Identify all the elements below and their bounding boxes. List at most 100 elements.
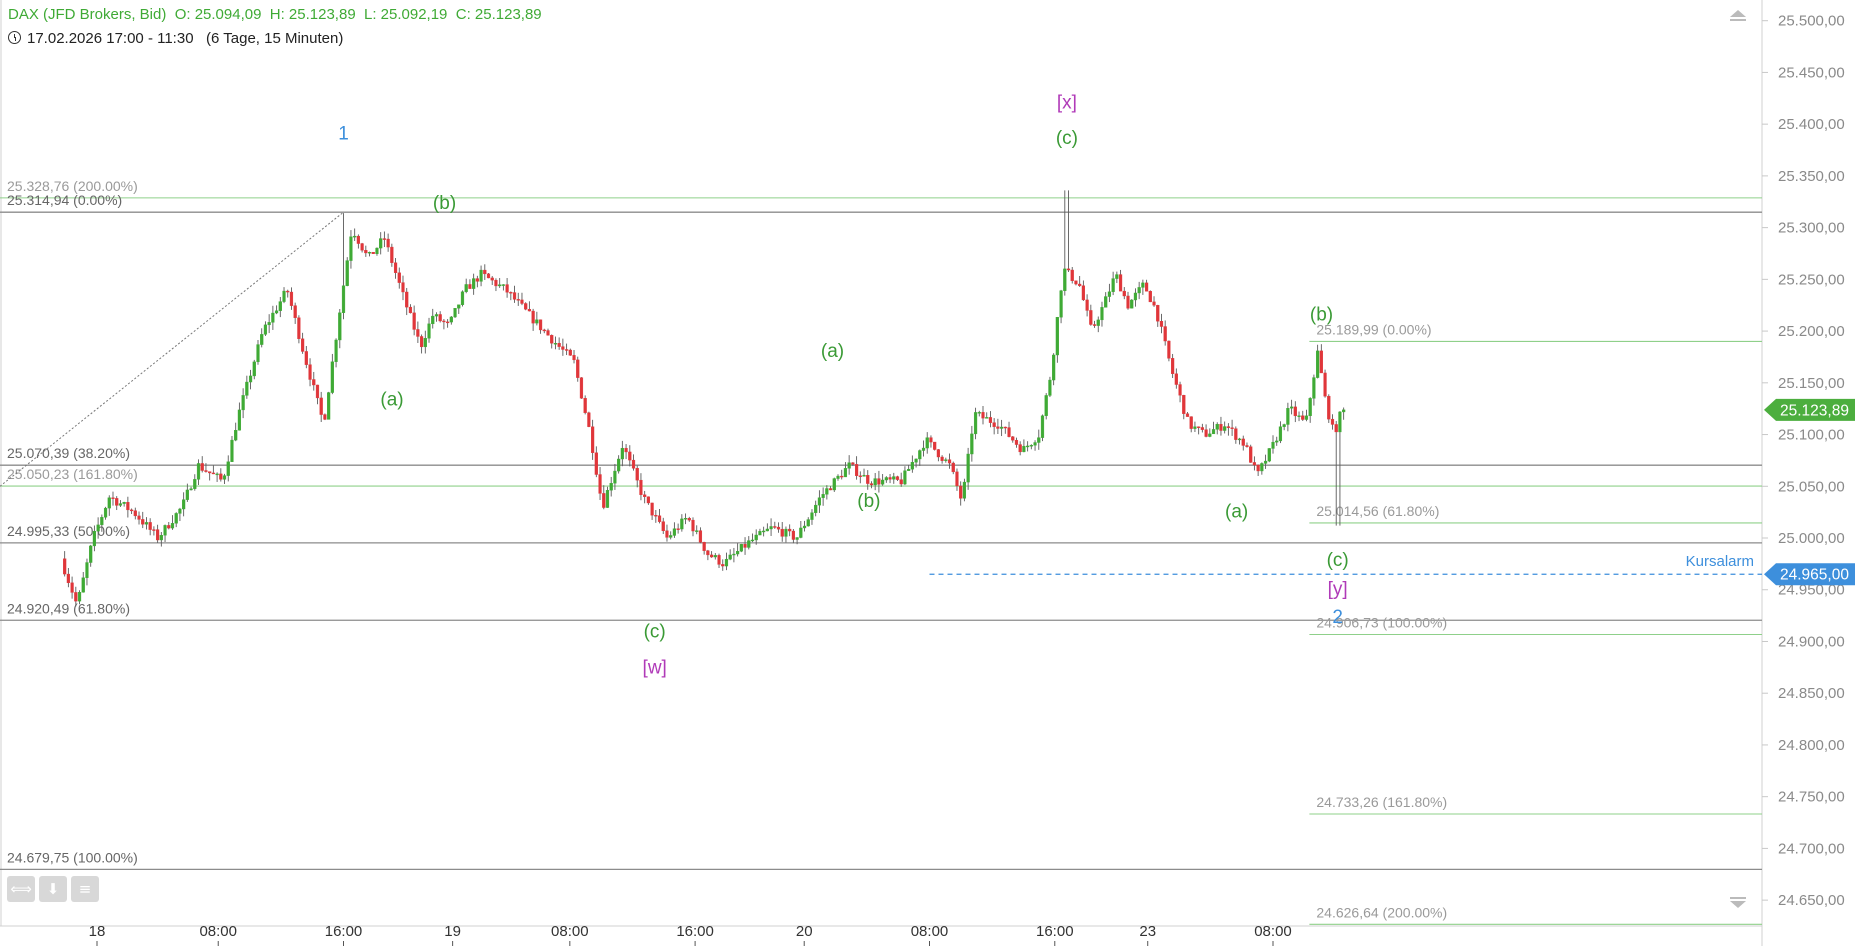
candle-body: [1185, 413, 1190, 417]
scroll-down-icon[interactable]: [1728, 896, 1748, 910]
candle: [739, 543, 743, 553]
candle-body: [795, 537, 799, 540]
x-tick-label: 08:00: [551, 923, 589, 940]
candle: [237, 402, 242, 431]
candle: [602, 485, 606, 510]
candle-body: [817, 497, 822, 506]
candle: [1215, 422, 1219, 435]
candle: [77, 590, 82, 605]
candle: [858, 471, 862, 484]
candle-body: [356, 235, 360, 244]
candle-body: [676, 528, 680, 530]
menu-lines-icon[interactable]: ≡: [71, 876, 99, 902]
candle-body: [182, 499, 186, 510]
candle-body: [222, 475, 227, 480]
candle-body: [371, 251, 375, 254]
candle-body: [1104, 296, 1108, 308]
candle-body: [527, 309, 532, 312]
candle: [888, 473, 892, 484]
candle-body: [193, 479, 197, 489]
candle: [230, 435, 234, 463]
candle: [1204, 424, 1208, 438]
candle: [624, 444, 628, 460]
candle: [163, 524, 167, 543]
candle: [70, 576, 74, 599]
candle-body: [773, 526, 777, 528]
candle-body: [416, 329, 420, 337]
candle-body: [598, 474, 602, 494]
wave-label: (c): [1327, 550, 1349, 571]
candle: [274, 305, 279, 315]
candle: [1040, 414, 1045, 442]
candle: [144, 517, 149, 530]
candle: [1026, 441, 1030, 452]
candle: [498, 278, 502, 288]
candle-body: [747, 540, 751, 548]
candle: [840, 469, 844, 480]
candle: [940, 455, 944, 464]
candle-body: [401, 282, 405, 293]
candle-body: [211, 472, 215, 475]
candle-body: [453, 308, 457, 318]
candle-body: [881, 479, 885, 485]
wave-label: 2: [1332, 607, 1343, 628]
y-tick-label: 25.300,00: [1778, 220, 1845, 237]
candle-body: [895, 476, 900, 480]
candle: [1230, 419, 1234, 436]
candle-body: [524, 303, 528, 310]
scroll-up-icon[interactable]: [1728, 8, 1748, 22]
candle-body: [557, 343, 561, 347]
candle-body: [405, 291, 409, 308]
y-tick-label: 25.000,00: [1778, 530, 1845, 547]
candle-body: [397, 272, 401, 283]
candle: [832, 477, 836, 492]
candle: [170, 515, 175, 530]
candle-body: [925, 437, 929, 449]
candle: [620, 440, 624, 467]
candle-body: [784, 528, 788, 537]
candle: [579, 377, 584, 399]
fib-label: 25.050,23 (161.80%): [7, 466, 138, 482]
candle-body: [286, 290, 290, 293]
candle-body: [315, 384, 320, 399]
candle-body: [137, 515, 141, 520]
candle-body: [1074, 280, 1078, 285]
candle-body: [1089, 310, 1093, 325]
candle: [1163, 320, 1167, 346]
candle: [323, 413, 327, 421]
candle: [1029, 444, 1033, 450]
candle: [289, 287, 294, 310]
x-axis: 18 08:00 16:00 19 08:00 16:00 20 08:00 16:00 23 08…: [89, 923, 1292, 946]
candle-body: [985, 417, 989, 419]
candle: [1059, 289, 1063, 324]
candle-body: [1096, 319, 1100, 326]
candle-body: [1245, 445, 1249, 447]
candle: [1208, 428, 1212, 438]
candle-body: [553, 343, 558, 345]
candle: [208, 471, 212, 481]
candle-body: [77, 592, 82, 602]
candle-body: [936, 449, 940, 458]
candle: [297, 315, 301, 344]
candle: [1130, 299, 1134, 309]
candle-body: [1308, 398, 1312, 417]
arrows-horizontal-icon[interactable]: ⟺: [7, 876, 35, 902]
candle-body: [538, 319, 543, 331]
candle: [345, 257, 349, 287]
candle-body: [505, 284, 509, 293]
candle: [1037, 429, 1041, 450]
candle: [847, 455, 851, 475]
candle-body: [754, 534, 758, 541]
candle-body: [1007, 427, 1011, 437]
candle: [962, 478, 967, 502]
candle: [1334, 420, 1338, 526]
x-tick-label: 16:00: [325, 923, 363, 940]
candle-body: [1118, 274, 1123, 292]
candle: [1148, 290, 1152, 303]
candle: [843, 462, 848, 478]
candle: [1182, 394, 1186, 420]
download-icon[interactable]: ⬇: [39, 876, 67, 902]
candle-body: [1338, 411, 1342, 433]
candle: [550, 334, 554, 349]
